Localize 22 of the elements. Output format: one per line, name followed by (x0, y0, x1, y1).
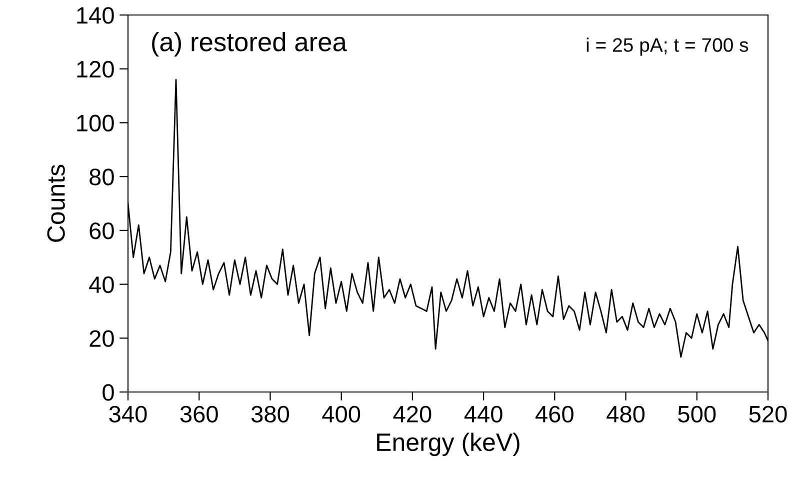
x-tick-label: 360 (180, 406, 218, 423)
x-tick-label: 520 (749, 406, 787, 423)
y-tick-label: 100 (77, 114, 114, 132)
x-tick-label: 420 (393, 406, 432, 423)
y-tick-label: 80 (90, 168, 114, 186)
y-tick-label: 140 (77, 7, 114, 24)
y-tick-label: 0 (102, 384, 114, 401)
x-axis-title: Energy (keV) (377, 432, 520, 456)
x-tick-label: 460 (536, 406, 574, 423)
y-axis-title: Counts (47, 164, 65, 242)
y-tick-label: 60 (90, 222, 114, 240)
x-tick-label: 340 (109, 406, 147, 423)
x-tick-label: 380 (251, 406, 289, 423)
x-tick-label: 440 (464, 406, 502, 423)
y-tick-label: 40 (89, 276, 114, 294)
annotation: i = 25 pA; t = 700 s (586, 38, 748, 56)
x-tick-label: 400 (322, 406, 360, 423)
y-tick-label: 20 (90, 330, 114, 347)
y-tick-label: 120 (77, 60, 114, 78)
text: (a) restored area (152, 32, 347, 57)
x-tick-label: 480 (606, 406, 645, 423)
x-tick-label: 500 (678, 406, 716, 423)
